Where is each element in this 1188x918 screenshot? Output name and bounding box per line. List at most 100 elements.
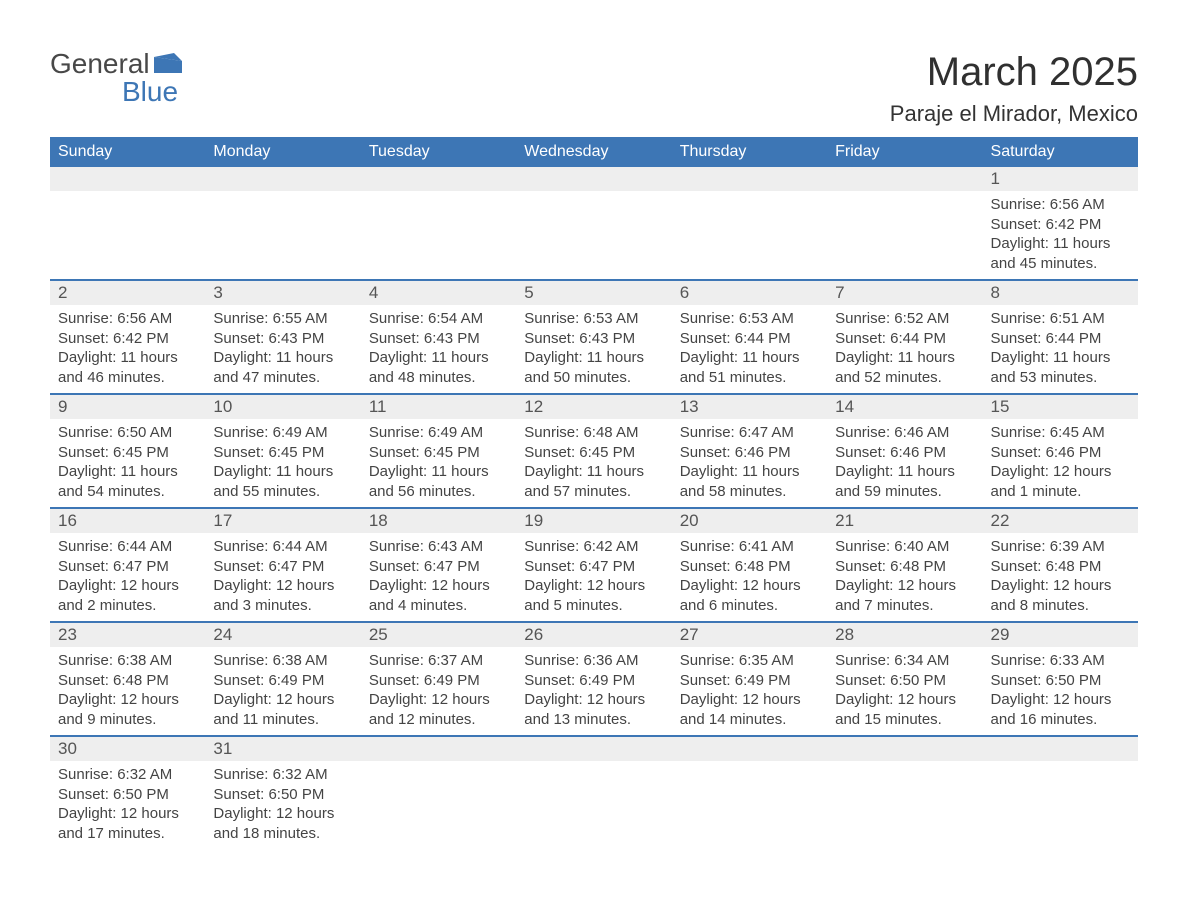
day-number: 25 (369, 625, 388, 644)
sunset-text: Sunset: 6:47 PM (369, 557, 508, 577)
day-number-cell (50, 167, 205, 191)
day-number-cell (672, 736, 827, 761)
sunrise-text: Sunrise: 6:38 AM (58, 651, 197, 671)
sunset-text: Sunset: 6:47 PM (213, 557, 352, 577)
day-number: 19 (524, 511, 543, 530)
weekday-header: Tuesday (361, 137, 516, 167)
daylight-text: Daylight: 12 hours and 4 minutes. (369, 576, 508, 615)
day-content-cell: Sunrise: 6:47 AMSunset: 6:46 PMDaylight:… (672, 419, 827, 508)
day-number-cell: 21 (827, 508, 982, 533)
calendar-table: Sunday Monday Tuesday Wednesday Thursday… (50, 137, 1138, 849)
sunrise-text: Sunrise: 6:46 AM (835, 423, 974, 443)
daylight-text: Daylight: 12 hours and 6 minutes. (680, 576, 819, 615)
daylight-text: Daylight: 11 hours and 58 minutes. (680, 462, 819, 501)
sunrise-text: Sunrise: 6:50 AM (58, 423, 197, 443)
day-number-row: 2345678 (50, 280, 1138, 305)
day-number-cell: 2 (50, 280, 205, 305)
logo-text-bottom: Blue (50, 78, 178, 106)
sunset-text: Sunset: 6:48 PM (835, 557, 974, 577)
day-number-row: 23242526272829 (50, 622, 1138, 647)
day-content-cell: Sunrise: 6:54 AMSunset: 6:43 PMDaylight:… (361, 305, 516, 394)
day-number: 20 (680, 511, 699, 530)
day-number: 1 (991, 169, 1000, 188)
daylight-text: Daylight: 11 hours and 59 minutes. (835, 462, 974, 501)
daylight-text: Daylight: 12 hours and 7 minutes. (835, 576, 974, 615)
daylight-text: Daylight: 12 hours and 15 minutes. (835, 690, 974, 729)
day-number-row: 1617 18 19 20 21 22 (50, 508, 1138, 533)
sunset-text: Sunset: 6:44 PM (680, 329, 819, 349)
sunrise-text: Sunrise: 6:37 AM (369, 651, 508, 671)
daylight-text: Daylight: 12 hours and 16 minutes. (991, 690, 1130, 729)
sunrise-text: Sunrise: 6:38 AM (213, 651, 352, 671)
sunset-text: Sunset: 6:44 PM (835, 329, 974, 349)
day-number-cell: 8 (983, 280, 1138, 305)
day-number-cell: 17 (205, 508, 360, 533)
sunrise-text: Sunrise: 6:42 AM (524, 537, 663, 557)
sunrise-text: Sunrise: 6:32 AM (58, 765, 197, 785)
day-number-cell: 16 (50, 508, 205, 533)
day-content-row: Sunrise: 6:44 AMSunset: 6:47 PMDaylight:… (50, 533, 1138, 622)
day-number: 5 (524, 283, 533, 302)
title-block: March 2025 Paraje el Mirador, Mexico (890, 50, 1138, 127)
daylight-text: Daylight: 12 hours and 11 minutes. (213, 690, 352, 729)
day-content-row: Sunrise: 6:56 AMSunset: 6:42 PMDaylight:… (50, 191, 1138, 280)
day-content-cell: Sunrise: 6:34 AMSunset: 6:50 PMDaylight:… (827, 647, 982, 736)
sunrise-text: Sunrise: 6:47 AM (680, 423, 819, 443)
calendar-body: 1 Sunrise: 6:56 AMSunset: 6:42 PMDaylight… (50, 167, 1138, 849)
day-number: 8 (991, 283, 1000, 302)
sunrise-text: Sunrise: 6:45 AM (991, 423, 1130, 443)
day-number: 12 (524, 397, 543, 416)
daylight-text: Daylight: 11 hours and 47 minutes. (213, 348, 352, 387)
day-number-cell: 4 (361, 280, 516, 305)
daylight-text: Daylight: 12 hours and 1 minute. (991, 462, 1130, 501)
daylight-text: Daylight: 11 hours and 48 minutes. (369, 348, 508, 387)
day-number-cell: 22 (983, 508, 1138, 533)
day-number-cell: 11 (361, 394, 516, 419)
day-content-cell (205, 191, 360, 280)
daylight-text: Daylight: 11 hours and 51 minutes. (680, 348, 819, 387)
sunset-text: Sunset: 6:43 PM (524, 329, 663, 349)
day-content-cell: Sunrise: 6:53 AMSunset: 6:44 PMDaylight:… (672, 305, 827, 394)
sunrise-text: Sunrise: 6:39 AM (991, 537, 1130, 557)
day-content-cell: Sunrise: 6:32 AMSunset: 6:50 PMDaylight:… (205, 761, 360, 849)
sunset-text: Sunset: 6:49 PM (369, 671, 508, 691)
daylight-text: Daylight: 11 hours and 46 minutes. (58, 348, 197, 387)
day-number: 22 (991, 511, 1010, 530)
day-number: 2 (58, 283, 67, 302)
day-content-cell (50, 191, 205, 280)
day-number: 29 (991, 625, 1010, 644)
day-number-cell: 7 (827, 280, 982, 305)
weekday-header: Thursday (672, 137, 827, 167)
day-content-cell (361, 761, 516, 849)
day-number-cell (827, 736, 982, 761)
daylight-text: Daylight: 11 hours and 54 minutes. (58, 462, 197, 501)
sunset-text: Sunset: 6:50 PM (835, 671, 974, 691)
day-number-cell: 3 (205, 280, 360, 305)
daylight-text: Daylight: 12 hours and 17 minutes. (58, 804, 197, 843)
daylight-text: Daylight: 12 hours and 18 minutes. (213, 804, 352, 843)
day-content-cell: Sunrise: 6:44 AMSunset: 6:47 PMDaylight:… (205, 533, 360, 622)
day-number-cell: 20 (672, 508, 827, 533)
sunrise-text: Sunrise: 6:34 AM (835, 651, 974, 671)
sunset-text: Sunset: 6:48 PM (680, 557, 819, 577)
day-content-cell: Sunrise: 6:45 AMSunset: 6:46 PMDaylight:… (983, 419, 1138, 508)
day-content-cell: Sunrise: 6:40 AMSunset: 6:48 PMDaylight:… (827, 533, 982, 622)
day-number: 18 (369, 511, 388, 530)
sunset-text: Sunset: 6:45 PM (213, 443, 352, 463)
sunset-text: Sunset: 6:45 PM (369, 443, 508, 463)
day-content-cell: Sunrise: 6:44 AMSunset: 6:47 PMDaylight:… (50, 533, 205, 622)
logo: General Blue (50, 50, 182, 106)
daylight-text: Daylight: 11 hours and 57 minutes. (524, 462, 663, 501)
sunset-text: Sunset: 6:50 PM (991, 671, 1130, 691)
sunrise-text: Sunrise: 6:49 AM (213, 423, 352, 443)
day-number-cell: 13 (672, 394, 827, 419)
day-content-cell: Sunrise: 6:51 AMSunset: 6:44 PMDaylight:… (983, 305, 1138, 394)
daylight-text: Daylight: 11 hours and 55 minutes. (213, 462, 352, 501)
day-content-cell: Sunrise: 6:48 AMSunset: 6:45 PMDaylight:… (516, 419, 671, 508)
day-content-cell: Sunrise: 6:42 AMSunset: 6:47 PMDaylight:… (516, 533, 671, 622)
sunset-text: Sunset: 6:49 PM (524, 671, 663, 691)
day-content-cell: Sunrise: 6:49 AMSunset: 6:45 PMDaylight:… (361, 419, 516, 508)
day-number-cell: 15 (983, 394, 1138, 419)
sunrise-text: Sunrise: 6:53 AM (524, 309, 663, 329)
sunrise-text: Sunrise: 6:44 AM (213, 537, 352, 557)
